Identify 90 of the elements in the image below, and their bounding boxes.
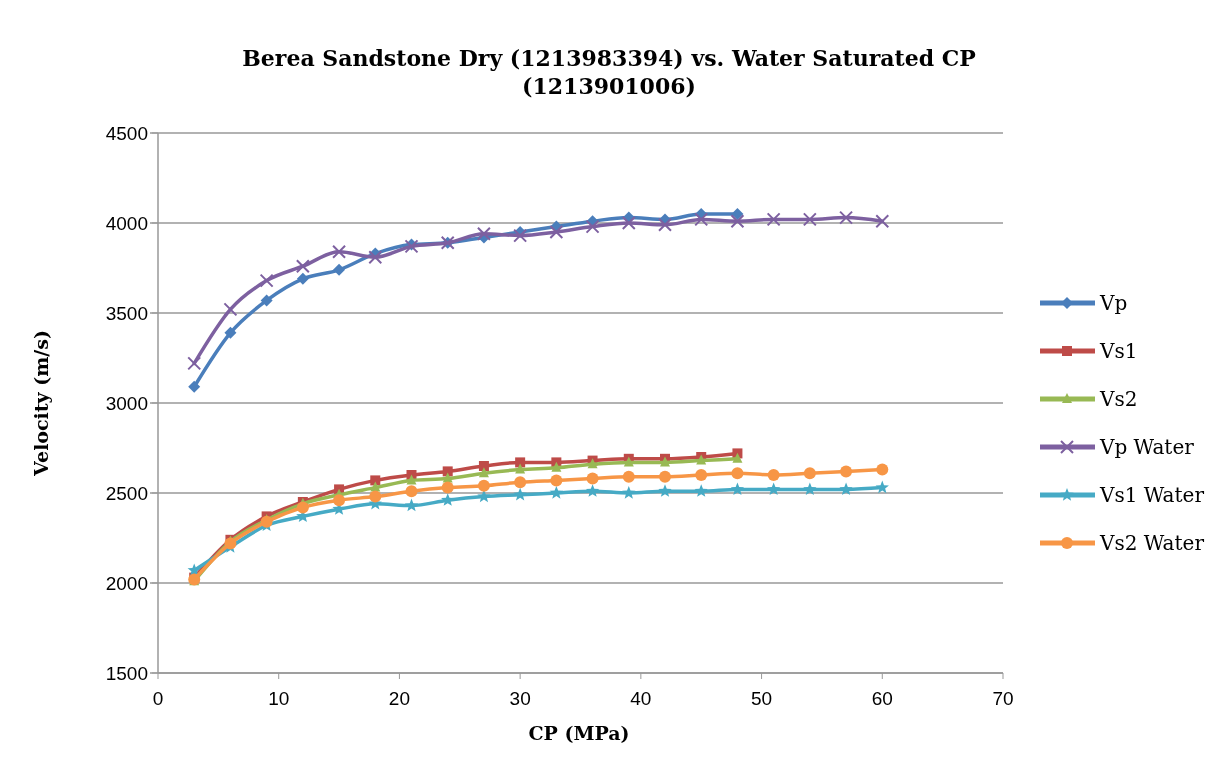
chart-title: Berea Sandstone Dry (1213983394) vs. Water Saturated CP (1213901006) [242, 45, 976, 99]
legend-label: Vs1 [1099, 339, 1138, 363]
point [586, 472, 599, 485]
point [767, 469, 780, 481]
point [370, 475, 381, 486]
y-tick-label: 3000 [105, 392, 148, 414]
point [332, 244, 347, 259]
y-tick-label: 2000 [105, 572, 148, 594]
point [404, 498, 419, 512]
point [585, 219, 600, 234]
point [406, 474, 417, 485]
point [260, 515, 273, 528]
point [296, 272, 309, 285]
point [695, 469, 708, 481]
legend-label: Vp Water [1099, 435, 1195, 459]
point [876, 463, 889, 476]
point [333, 263, 346, 276]
point [802, 212, 817, 227]
point [875, 214, 890, 229]
point [295, 259, 310, 274]
x-tick-label: 50 [751, 688, 773, 709]
y-axis-title: Velocity (m/s) [30, 330, 52, 477]
point [730, 482, 745, 496]
x-tick-label: 0 [152, 688, 164, 709]
point [368, 250, 383, 265]
point [658, 217, 672, 232]
point [515, 457, 526, 468]
legend-label: Vs2 Water [1099, 531, 1205, 555]
x-tick-label: 10 [268, 688, 290, 709]
point [441, 481, 454, 494]
point [478, 467, 489, 478]
x-axis-title: CP (MPa) [528, 722, 630, 744]
point [766, 212, 781, 227]
x-tick-label: 30 [509, 688, 531, 709]
point [621, 216, 636, 230]
point [732, 452, 743, 463]
point [187, 563, 201, 577]
point [622, 486, 636, 499]
point [659, 470, 671, 483]
legend-label: Vp [1099, 291, 1128, 315]
point [478, 461, 489, 471]
point [731, 208, 744, 220]
point [731, 467, 744, 480]
point [513, 487, 527, 501]
point [187, 356, 202, 371]
point [730, 214, 745, 229]
x-tick-label: 40 [630, 688, 652, 709]
point [803, 467, 816, 480]
point [766, 482, 781, 496]
point [259, 273, 274, 288]
x-tick-label: 70 [992, 688, 1014, 709]
x-tick-label: 20 [388, 688, 410, 709]
y-tick-label: 4000 [105, 212, 148, 234]
point [551, 461, 562, 472]
point [585, 484, 600, 497]
point [515, 463, 526, 474]
point [442, 466, 453, 477]
legend-label: Vs2 [1099, 387, 1138, 411]
y-tick-label: 1500 [105, 662, 148, 684]
point [477, 479, 490, 492]
point [513, 228, 528, 243]
legend-label: Vs1 Water [1099, 483, 1205, 507]
y-tick-label: 3500 [105, 302, 148, 324]
point [223, 302, 238, 317]
point [514, 476, 527, 489]
point [694, 212, 709, 227]
x-tick-label: 60 [871, 688, 893, 709]
point [839, 482, 853, 496]
point [550, 474, 563, 487]
point [260, 294, 273, 307]
y-tick-label: 4500 [105, 122, 148, 144]
point [622, 470, 635, 483]
point [441, 493, 455, 506]
point [296, 501, 309, 514]
point [839, 210, 854, 225]
point [224, 326, 237, 339]
point [333, 494, 346, 507]
point [840, 465, 853, 478]
point [477, 489, 491, 503]
point [405, 485, 418, 498]
point [369, 490, 382, 503]
point [549, 486, 564, 499]
point [694, 484, 708, 497]
point [803, 482, 817, 496]
point [658, 484, 672, 497]
y-tick-label: 2500 [105, 482, 148, 504]
point [476, 226, 491, 241]
point [549, 225, 564, 239]
point [188, 380, 201, 393]
point [875, 480, 889, 494]
